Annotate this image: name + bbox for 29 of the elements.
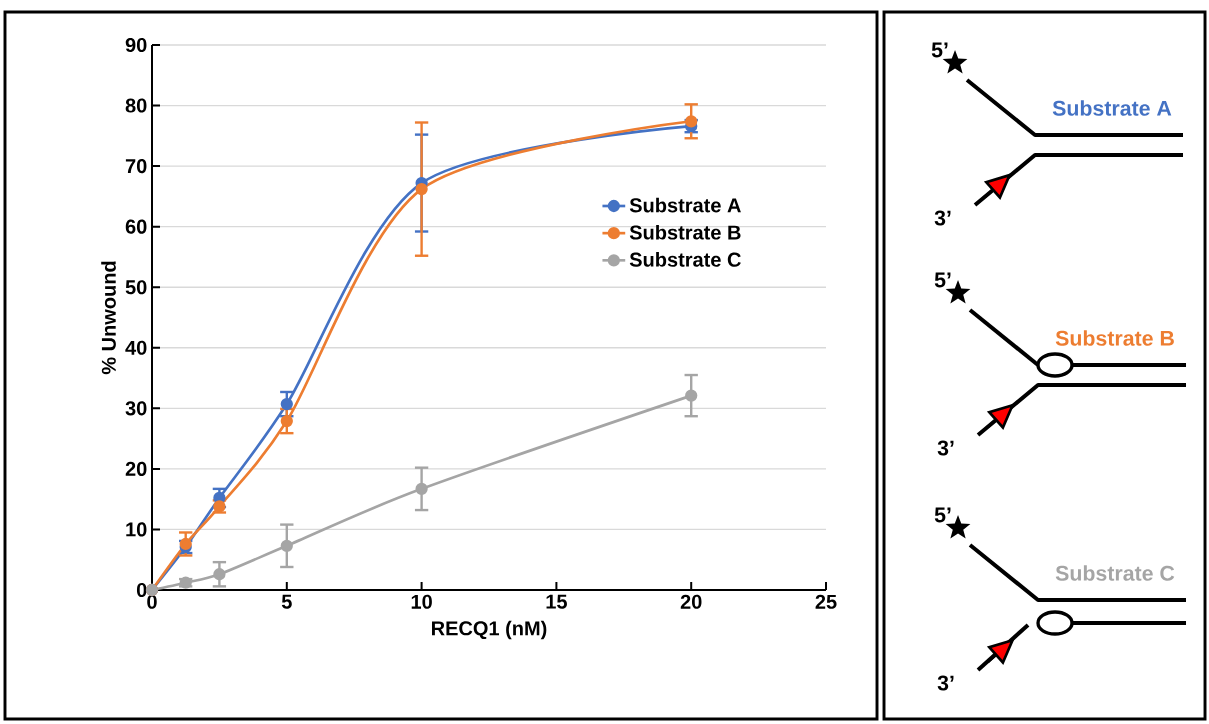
text: 5’	[931, 42, 948, 58]
x-axis-title: RECQ1 (nM)	[432, 620, 547, 640]
y-tick-label: 70	[125, 159, 147, 174]
x-tick-label: 20	[680, 594, 702, 609]
legend-label: Substrate B	[629, 224, 741, 240]
text: Substrate C	[1055, 565, 1175, 581]
y-tick-label: 40	[125, 340, 147, 355]
y-tick-label: 10	[126, 522, 147, 537]
text: 5’	[934, 507, 951, 523]
y-tick-label: 80	[125, 98, 147, 113]
y-tick-label: 20	[125, 461, 147, 476]
y-tick-label: 90	[125, 37, 147, 53]
y-tick-label: 60	[125, 219, 147, 234]
y-tick-label: 0	[136, 582, 147, 598]
y-tick-label: 50	[125, 280, 147, 295]
text: 3’	[937, 675, 954, 691]
text: 3’	[937, 440, 954, 456]
text: 3’	[934, 210, 951, 226]
text: Substrate A	[1052, 100, 1172, 116]
legend-label: Substrate A	[629, 197, 741, 213]
x-tick-label: 25	[815, 594, 837, 609]
y-axis-title: % Unwound	[101, 261, 116, 375]
x-tick-label: 15	[546, 594, 567, 609]
text: 5’	[934, 272, 951, 288]
x-tick-label: 10	[411, 594, 432, 609]
legend-label: Substrate C	[629, 252, 741, 267]
y-tick-label: 30	[125, 401, 147, 416]
text: Substrate B	[1055, 330, 1174, 346]
x-tick-label: 5	[281, 594, 292, 609]
